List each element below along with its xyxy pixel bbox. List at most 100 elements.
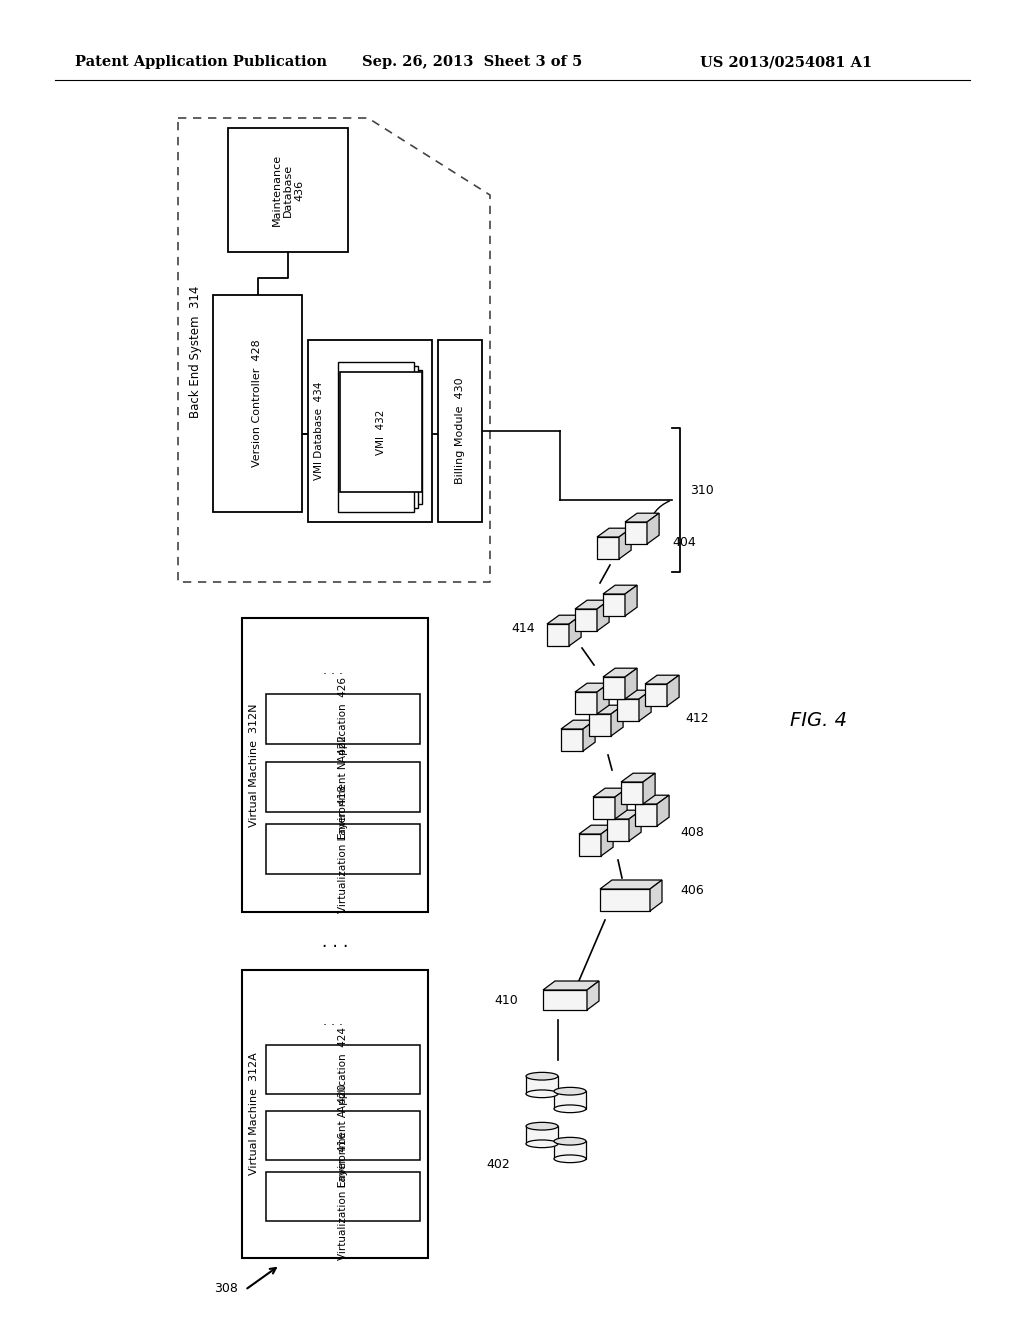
Polygon shape — [547, 615, 581, 624]
Text: VMI Database  434: VMI Database 434 — [314, 381, 324, 480]
Polygon shape — [625, 521, 647, 544]
Polygon shape — [593, 788, 627, 797]
Text: Virtualization Layer  416: Virtualization Layer 416 — [338, 1133, 348, 1261]
Text: . . .: . . . — [323, 1015, 343, 1028]
Text: VMI  432: VMI 432 — [376, 409, 386, 454]
Ellipse shape — [554, 1088, 586, 1096]
Polygon shape — [621, 781, 643, 804]
Text: 402: 402 — [486, 1159, 510, 1172]
Text: 414: 414 — [511, 622, 535, 635]
Polygon shape — [629, 810, 641, 841]
Polygon shape — [597, 601, 609, 631]
Text: Billing Module  430: Billing Module 430 — [455, 378, 465, 484]
Polygon shape — [569, 615, 581, 645]
Polygon shape — [575, 601, 609, 609]
Polygon shape — [603, 594, 625, 616]
Bar — [554, 1092, 586, 1109]
Polygon shape — [603, 668, 637, 677]
Bar — [266, 762, 420, 812]
Text: Virtual Machine  312A: Virtual Machine 312A — [249, 1052, 259, 1175]
Polygon shape — [601, 825, 613, 855]
Polygon shape — [607, 818, 629, 841]
Bar — [526, 1076, 558, 1094]
Polygon shape — [645, 676, 679, 684]
Polygon shape — [625, 585, 637, 616]
Polygon shape — [587, 981, 599, 1010]
Text: Back End System  314: Back End System 314 — [188, 286, 202, 418]
Bar — [340, 372, 422, 492]
Text: Virtualization Layer  418: Virtualization Layer 418 — [338, 785, 348, 913]
Polygon shape — [607, 810, 641, 818]
Bar — [438, 341, 482, 521]
Bar — [242, 618, 428, 912]
Polygon shape — [643, 774, 655, 804]
Polygon shape — [635, 804, 657, 826]
Bar — [342, 366, 418, 508]
Polygon shape — [611, 705, 623, 737]
Ellipse shape — [526, 1140, 558, 1147]
Text: Version Controller  428: Version Controller 428 — [253, 339, 262, 467]
Text: . . .: . . . — [323, 664, 343, 677]
Polygon shape — [645, 684, 667, 706]
Polygon shape — [603, 585, 637, 594]
Polygon shape — [589, 705, 623, 714]
Polygon shape — [561, 729, 583, 751]
Bar — [346, 370, 422, 504]
Polygon shape — [639, 690, 651, 721]
Text: FIG. 4: FIG. 4 — [790, 710, 847, 730]
Polygon shape — [593, 797, 615, 818]
Polygon shape — [617, 690, 651, 700]
Text: Environment N  422: Environment N 422 — [338, 735, 348, 840]
Bar — [338, 362, 414, 512]
Text: 408: 408 — [680, 825, 703, 838]
Bar — [266, 1172, 420, 1221]
Ellipse shape — [554, 1105, 586, 1113]
Bar — [266, 824, 420, 874]
Polygon shape — [543, 981, 599, 990]
Ellipse shape — [526, 1072, 558, 1080]
Text: 410: 410 — [495, 994, 518, 1006]
Text: Sep. 26, 2013  Sheet 3 of 5: Sep. 26, 2013 Sheet 3 of 5 — [362, 55, 583, 69]
Polygon shape — [575, 692, 597, 714]
Text: US 2013/0254081 A1: US 2013/0254081 A1 — [700, 55, 872, 69]
Polygon shape — [575, 609, 597, 631]
Polygon shape — [615, 788, 627, 818]
Polygon shape — [657, 795, 669, 826]
Ellipse shape — [526, 1122, 558, 1130]
Text: Virtual Machine  312N: Virtual Machine 312N — [249, 704, 259, 826]
Polygon shape — [621, 774, 655, 781]
Polygon shape — [667, 676, 679, 706]
Polygon shape — [597, 537, 618, 558]
Polygon shape — [625, 668, 637, 700]
Text: Application  426: Application 426 — [338, 677, 348, 762]
Bar — [242, 970, 428, 1258]
Polygon shape — [597, 528, 631, 537]
Bar — [554, 1142, 586, 1159]
Polygon shape — [650, 880, 662, 911]
Polygon shape — [603, 677, 625, 700]
Polygon shape — [583, 721, 595, 751]
Text: Maintenance
Database
436: Maintenance Database 436 — [271, 154, 304, 226]
Text: 308: 308 — [214, 1282, 238, 1295]
Polygon shape — [543, 990, 587, 1010]
Ellipse shape — [526, 1090, 558, 1098]
Polygon shape — [561, 721, 595, 729]
Text: Environment A  420: Environment A 420 — [338, 1084, 348, 1187]
Polygon shape — [625, 513, 659, 521]
Bar — [213, 294, 302, 512]
Polygon shape — [600, 888, 650, 911]
Polygon shape — [647, 513, 659, 544]
Polygon shape — [547, 624, 569, 645]
Polygon shape — [579, 825, 613, 834]
Text: 310: 310 — [690, 483, 714, 496]
Text: Patent Application Publication: Patent Application Publication — [75, 55, 327, 69]
Bar — [308, 341, 432, 521]
Bar — [266, 1111, 420, 1160]
Ellipse shape — [554, 1138, 586, 1144]
Polygon shape — [589, 714, 611, 737]
Text: . . .: . . . — [322, 933, 348, 950]
Polygon shape — [618, 528, 631, 558]
Text: 406: 406 — [680, 883, 703, 896]
Text: 404: 404 — [672, 536, 695, 549]
Polygon shape — [635, 795, 669, 804]
